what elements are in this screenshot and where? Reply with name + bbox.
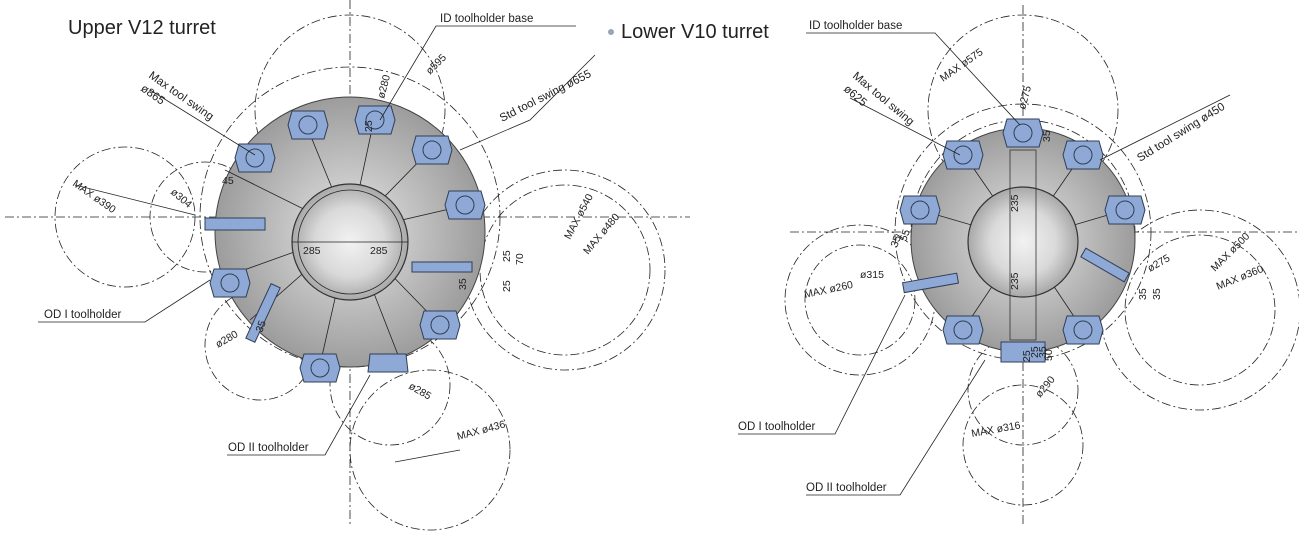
dim-label: 235	[1009, 272, 1021, 290]
dim-label: 50	[1043, 349, 1055, 361]
dim-label: 35	[457, 278, 469, 290]
dim-label: ø304	[168, 186, 194, 211]
upper-toolholder	[354, 105, 396, 135]
upper-toolholder	[411, 135, 453, 165]
dim-label: ø285	[407, 380, 434, 402]
dim-label: 35	[254, 319, 269, 334]
lower-turret: Lower V10 turret	[608, 5, 1299, 525]
upper-toolholder	[299, 353, 341, 383]
upper-callout-od2: OD II toolholder	[228, 442, 309, 454]
dim-label: ø595	[424, 52, 450, 78]
lower-toolholder	[1104, 195, 1146, 225]
lower-leaders	[738, 32, 1231, 496]
lower-callout-id-base: ID toolholder base	[809, 20, 902, 32]
dim-label: 25	[1029, 346, 1041, 358]
upper-circle-285	[329, 324, 451, 446]
dim-label: 285	[303, 245, 321, 257]
upper-toolholder	[234, 143, 276, 173]
lower-toolholder	[1062, 315, 1104, 345]
lower-toolholder	[1000, 341, 1046, 363]
dim-label: MAX ø260	[803, 279, 854, 301]
lower-toolholder	[942, 140, 984, 170]
lower-id-slot	[1009, 149, 1037, 341]
upper-turret: Upper V12 turret	[5, 0, 690, 531]
upper-circle-max540	[464, 169, 666, 371]
dim-label: 235	[1009, 194, 1021, 212]
upper-toolholder	[287, 110, 329, 140]
lower-toolholder	[942, 315, 984, 345]
lower-center-disk	[967, 186, 1079, 298]
lower-toolholder	[899, 195, 941, 225]
dim-label: 70	[514, 253, 526, 265]
lower-circle-max260	[804, 244, 916, 356]
dim-label: MAX ø436	[456, 418, 507, 442]
dim-label: 45	[222, 175, 234, 187]
lower-callout-od2: OD II toolholder	[806, 482, 887, 494]
lower-toolholder-group	[899, 118, 1146, 363]
upper-title: Upper V12 turret	[68, 17, 216, 39]
lower-circle-max316	[962, 384, 1084, 506]
dim-label: ø280	[375, 73, 393, 99]
lower-toolholder	[1062, 140, 1104, 170]
dim-label: 285	[370, 245, 388, 257]
upper-circle-max436	[349, 369, 511, 531]
dim-label: 35	[1151, 288, 1163, 300]
upper-od-bar-right	[411, 261, 473, 273]
upper-circle-max480	[479, 184, 651, 356]
dim-label: 55	[898, 228, 913, 243]
dim-label: ø315	[860, 269, 884, 281]
upper-swing-circle-std	[199, 66, 501, 368]
dim-label: MAX ø575	[938, 46, 986, 84]
lower-callout-std-swing: Std tool swing ø450	[1135, 101, 1227, 165]
upper-toolholder-group	[209, 105, 486, 383]
lower-callout-od1: OD I toolholder	[738, 421, 816, 433]
dim-label: ø280	[214, 328, 241, 350]
lower-toolholder	[1002, 118, 1044, 148]
dim-label: MAX ø316	[970, 419, 1021, 439]
dim-label: MAX ø500	[1209, 230, 1253, 274]
lower-od1-bar	[901, 272, 960, 294]
upper-callout-std-swing: Std tool swing ø655	[498, 68, 593, 125]
dim-label: 25	[501, 250, 513, 262]
lower-title: Lower V10 turret	[621, 21, 769, 43]
upper-toolholder	[444, 190, 486, 220]
upper-toolholder	[367, 353, 409, 373]
upper-od1-bar-left	[204, 217, 266, 231]
dim-label: 35	[1041, 130, 1053, 142]
dim-label: MAX ø480	[581, 211, 622, 257]
dim-label: ø290	[1033, 374, 1058, 400]
upper-leaders	[38, 25, 596, 463]
dim-label: ø275	[1146, 252, 1173, 274]
dim-label: MAX ø390	[70, 178, 118, 216]
dim-label: 25	[1021, 350, 1033, 362]
dim-label: 35	[889, 234, 904, 249]
dim-label: 25	[363, 120, 375, 132]
upper-callout-id-base: ID toolholder base	[440, 13, 533, 25]
upper-toolholder	[209, 268, 251, 298]
upper-circle-max390	[54, 146, 196, 288]
lower-circle-max360	[1124, 234, 1276, 386]
upper-toolholder	[419, 310, 461, 340]
dim-label: 35	[1137, 288, 1149, 300]
lower-od-bar-right	[1080, 247, 1130, 283]
dim-label: 35	[1037, 346, 1049, 358]
upper-od2-bar	[245, 283, 281, 343]
upper-callout-od1: OD I toolholder	[44, 309, 122, 321]
lower-title-bullet	[608, 29, 614, 35]
dim-label: 25	[501, 280, 513, 292]
dim-label: ø275	[1016, 84, 1034, 110]
